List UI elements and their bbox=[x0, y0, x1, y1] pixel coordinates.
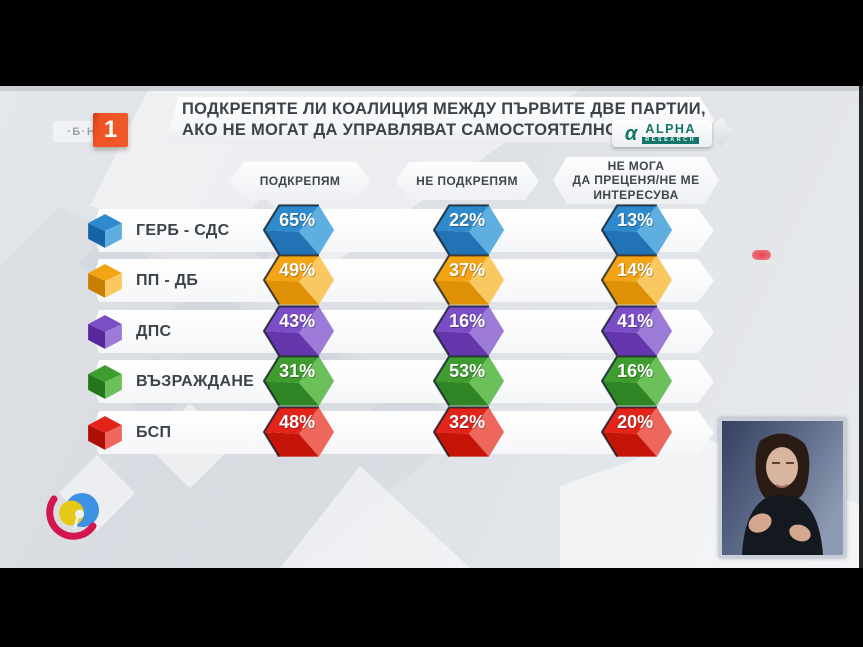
svg-text:16%: 16% bbox=[618, 362, 654, 382]
value-label: 16% bbox=[617, 361, 653, 381]
svg-text:37%: 37% bbox=[450, 261, 486, 281]
letterbox-bottom bbox=[0, 568, 863, 647]
election-program-logo bbox=[46, 493, 99, 540]
svg-text:53%: 53% bbox=[450, 362, 486, 382]
column-header-support: ПОДКРЕПЯМ bbox=[230, 162, 370, 200]
value-cube: 41% 41% bbox=[601, 305, 673, 357]
interpreter-face bbox=[766, 447, 798, 487]
value-cube: 16% 16% bbox=[601, 355, 673, 407]
value-cube: 20% 20% bbox=[601, 406, 673, 458]
pollster-subtitle: RESEARCH bbox=[642, 136, 700, 144]
value-cube: 22% 22% bbox=[433, 204, 505, 256]
value-cube: 37% 37% bbox=[433, 254, 505, 306]
value-label: 31% bbox=[279, 361, 315, 381]
table-row-content-gerb-sds: ГЕРБ - СДС 65% 65% 22% 22% bbox=[88, 204, 714, 256]
table-row-content-vazrazhdane: ВЪЗРАЖДАНЕ 31% 31% 53% 53% bbox=[88, 355, 714, 407]
svg-text:65%: 65% bbox=[280, 211, 316, 231]
sign-language-interpreter bbox=[719, 418, 846, 558]
value-label: 20% bbox=[617, 412, 653, 432]
party-cube-icon bbox=[88, 416, 122, 450]
value-label: 48% bbox=[279, 412, 315, 432]
svg-text:32%: 32% bbox=[450, 413, 486, 433]
party-cube-icon bbox=[88, 315, 122, 349]
value-label: 53% bbox=[449, 361, 485, 381]
column-header-not-support: НЕ ПОДКРЕПЯМ bbox=[395, 162, 539, 200]
alpha-glyph-icon: α bbox=[624, 122, 638, 145]
svg-text:22%: 22% bbox=[450, 211, 486, 231]
value-label: 43% bbox=[279, 311, 315, 331]
svg-text:49%: 49% bbox=[280, 261, 316, 281]
right-edge-strip bbox=[859, 86, 863, 568]
bnt-one-logo: 1 bbox=[93, 113, 128, 147]
value-label: 65% bbox=[279, 210, 315, 230]
party-name: ВЪЗРАЖДАНЕ bbox=[136, 372, 255, 390]
value-cube: 32% 32% bbox=[433, 406, 505, 458]
interpreter-hand-left bbox=[748, 513, 772, 533]
value-label: 37% bbox=[449, 260, 485, 280]
broadcast-graphic: ·Б·Н·Т· 1 ПОДКРЕПЯТЕ ЛИ КОАЛИЦИЯ МЕЖДУ П… bbox=[0, 86, 863, 568]
red-marker-annotation bbox=[752, 250, 771, 260]
alpha-research-logo: α ALPHA RESEARCH bbox=[612, 120, 712, 147]
table-row-content-dps: ДПС 43% 43% 16% 16% bbox=[88, 305, 714, 357]
party-name: БСП bbox=[136, 423, 172, 441]
value-label: 41% bbox=[617, 311, 653, 331]
value-cube: 31% 31% bbox=[263, 355, 335, 407]
party-cube-icon bbox=[88, 264, 122, 298]
interpreter-hand-right bbox=[789, 524, 811, 542]
value-cube: 49% 49% bbox=[263, 254, 335, 306]
value-cube: 48% 48% bbox=[263, 406, 335, 458]
pollster-name: ALPHA bbox=[645, 122, 696, 136]
value-cube: 13% 13% bbox=[601, 204, 673, 256]
party-name: ПП - ДБ bbox=[136, 271, 199, 289]
party-name: ГЕРБ - СДС bbox=[136, 221, 230, 239]
svg-text:13%: 13% bbox=[618, 211, 654, 231]
value-cube: 43% 43% bbox=[263, 305, 335, 357]
party-cube-icon bbox=[88, 214, 122, 248]
question-line-2: АКО НЕ МОГАТ ДА УПРАВЛЯВАТ САМОСТОЯТЕЛНО… bbox=[182, 121, 629, 139]
value-cube: 14% 14% bbox=[601, 254, 673, 306]
value-cube: 53% 53% bbox=[433, 355, 505, 407]
question-line-1: ПОДКРЕПЯТЕ ЛИ КОАЛИЦИЯ МЕЖДУ ПЪРВИТЕ ДВЕ… bbox=[182, 99, 706, 118]
svg-text:31%: 31% bbox=[280, 362, 316, 382]
value-label: 14% bbox=[617, 260, 653, 280]
value-cube: 16% 16% bbox=[433, 305, 505, 357]
value-label: 22% bbox=[449, 210, 485, 230]
svg-text:48%: 48% bbox=[280, 413, 316, 433]
svg-text:16%: 16% bbox=[450, 312, 486, 332]
value-cube: 65% 65% bbox=[263, 204, 335, 256]
table-row-content-bsp: БСП 48% 48% 32% 32% bbox=[88, 406, 714, 458]
value-label: 32% bbox=[449, 412, 485, 432]
bnt-one-number: 1 bbox=[103, 116, 118, 143]
letterbox-top bbox=[0, 0, 863, 86]
column-header-undecided: НЕ МОГА ДА ПРЕЦЕНЯ/НЕ МЕ ИНТЕРЕСУВА bbox=[553, 157, 719, 204]
svg-text:14%: 14% bbox=[618, 261, 654, 281]
party-cube-icon bbox=[88, 365, 122, 399]
value-label: 16% bbox=[449, 311, 485, 331]
svg-text:41%: 41% bbox=[618, 312, 654, 332]
value-label: 49% bbox=[279, 260, 315, 280]
svg-text:20%: 20% bbox=[618, 413, 654, 433]
value-label: 13% bbox=[617, 210, 653, 230]
party-name: ДПС bbox=[136, 322, 172, 340]
logo-red-arc bbox=[46, 495, 97, 540]
svg-text:43%: 43% bbox=[280, 312, 316, 332]
table-row-content-pp-db: ПП - ДБ 49% 49% 37% 37% bbox=[88, 254, 714, 306]
